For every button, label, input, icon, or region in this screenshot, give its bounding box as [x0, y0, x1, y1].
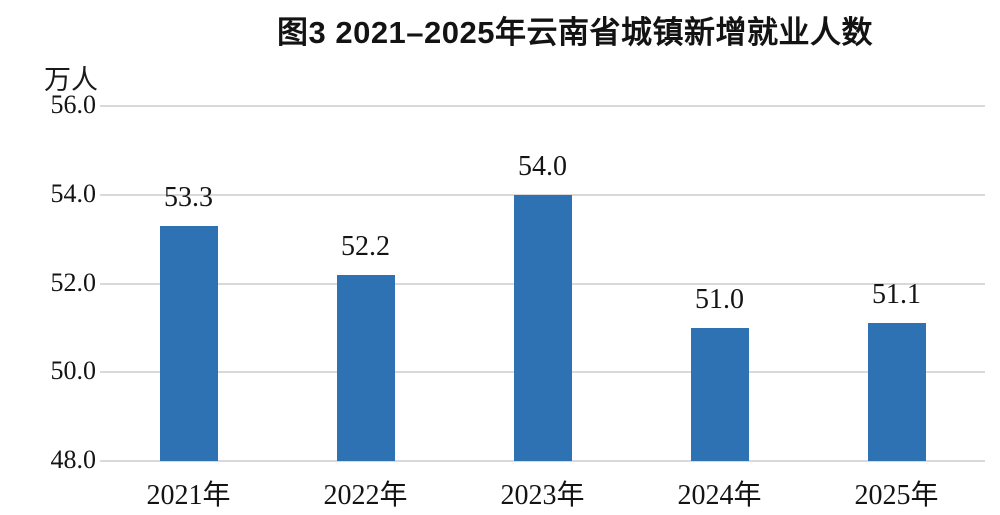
bar-value-label: 53.3	[164, 181, 213, 213]
bar	[513, 194, 572, 461]
x-tick-label: 2023年	[500, 480, 585, 511]
bar-value-label: 54.0	[518, 150, 567, 182]
y-tick-label: 52.0	[50, 267, 97, 297]
x-tick-label: 2021年	[146, 480, 231, 511]
bar	[867, 323, 926, 461]
bar-value-label: 52.2	[341, 230, 390, 262]
bar	[690, 327, 749, 461]
bar-value-label: 51.0	[695, 283, 744, 315]
x-tick-label: 2025年	[854, 480, 939, 511]
gridline	[100, 105, 985, 107]
x-tick-label: 2024年	[677, 480, 762, 511]
y-tick-label: 50.0	[50, 356, 97, 386]
gridline	[100, 460, 985, 462]
bar-value-label: 51.1	[872, 279, 921, 311]
y-tick-label: 56.0	[50, 89, 97, 119]
y-axis-unit-label: 万人	[44, 65, 98, 95]
bar	[159, 225, 218, 461]
bar	[336, 274, 395, 461]
x-tick-label: 2022年	[323, 480, 408, 511]
y-tick-label: 48.0	[50, 444, 97, 474]
y-tick-label: 54.0	[50, 178, 97, 208]
chart-title: 图3 2021–2025年云南省城镇新增就业人数	[276, 15, 874, 50]
